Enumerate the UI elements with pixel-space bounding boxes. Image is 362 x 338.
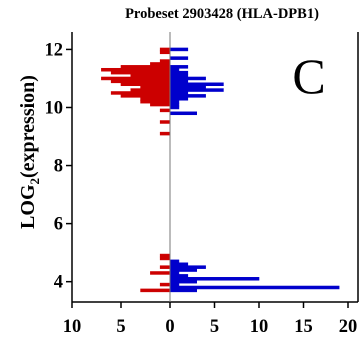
right-histogram-bar <box>169 99 180 104</box>
left-histogram-bar <box>159 47 171 52</box>
x-tick-label: 15 <box>294 317 313 337</box>
right-histogram-bar <box>169 271 180 275</box>
right-histogram-bar <box>169 94 206 98</box>
left-histogram-bar <box>159 256 171 261</box>
left-histogram-bar <box>120 94 171 98</box>
left-histogram-bar <box>120 65 171 69</box>
left-histogram-bar <box>110 91 171 95</box>
right-histogram-bar <box>169 47 189 52</box>
right-histogram-bar <box>169 97 189 101</box>
y-tick-label: 4 <box>54 273 63 293</box>
right-histogram-bar <box>169 65 189 69</box>
left-histogram-bar <box>159 108 171 113</box>
panel-label: C <box>292 48 325 104</box>
y-axis-label-subscript: 2 <box>27 178 42 185</box>
left-histogram-bar <box>150 102 171 107</box>
left-histogram-bar <box>159 253 171 258</box>
y-axis-label-prefix: LOG <box>17 184 39 229</box>
left-histogram-bar <box>110 79 171 84</box>
right-histogram-bar <box>169 73 189 78</box>
left-histogram-bar <box>140 85 171 89</box>
left-histogram-bar <box>101 67 171 72</box>
y-tick-label: 12 <box>45 40 64 60</box>
right-histogram-bar <box>169 111 198 116</box>
right-histogram-bar <box>169 70 189 75</box>
left-histogram-bar <box>110 70 171 75</box>
right-histogram-bar <box>169 277 260 281</box>
left-histogram-bar <box>159 282 171 287</box>
left-histogram-bar <box>159 265 171 269</box>
left-histogram-bar <box>150 62 171 66</box>
y-tick-label: 10 <box>45 98 64 118</box>
right-histogram-bar <box>169 282 180 287</box>
right-histogram-bar <box>169 82 224 87</box>
right-histogram-bar <box>169 259 180 264</box>
right-histogram-bar <box>169 67 180 72</box>
svg-text:LOG2(expression): LOG2(expression) <box>17 75 42 229</box>
y-tick-label: 8 <box>54 157 63 177</box>
y-axis-label-suffix: (expression) <box>17 75 39 178</box>
left-histogram-bar <box>140 97 171 101</box>
right-histogram-bar <box>169 105 180 110</box>
y-axis-label: LOG2(expression) <box>17 75 42 229</box>
chart-title: Probeset 2903428 (HLA-DPB1) <box>125 6 319 22</box>
right-histogram-bar <box>169 56 189 60</box>
left-histogram-bar <box>159 59 171 63</box>
right-histogram-bar <box>169 262 189 267</box>
x-tick-label: 10 <box>63 317 82 337</box>
x-tick-label: 5 <box>210 317 219 337</box>
y-tick-label: 6 <box>54 215 63 235</box>
right-histogram-bar <box>169 79 189 84</box>
right-histogram-bar <box>169 274 189 278</box>
right-histogram-bar <box>169 268 198 272</box>
right-histogram-bar <box>169 91 189 95</box>
left-histogram-bar <box>130 73 171 78</box>
left-histogram-bar <box>120 82 171 87</box>
left-histogram-bar <box>159 120 171 124</box>
left-histogram-bar <box>159 50 171 55</box>
right-histogram-bar <box>169 265 206 269</box>
right-histogram-bar <box>169 288 198 293</box>
right-histogram-bar <box>169 279 198 284</box>
right-histogram-bar <box>169 88 224 92</box>
x-tick-label: 5 <box>116 317 125 337</box>
plot-area: 4 6 8 10 12 10 5 0 5 10 15 20 <box>45 32 359 337</box>
x-tick-label: 10 <box>250 317 269 337</box>
x-tick-label: 0 <box>165 317 174 337</box>
right-histogram-bar <box>169 76 206 81</box>
right-histogram-bar <box>169 102 180 107</box>
left-histogram-bar <box>101 76 171 81</box>
left-histogram-bar <box>140 99 171 104</box>
x-tick-label: 20 <box>339 317 358 337</box>
right-histogram-bar <box>169 85 206 89</box>
left-histogram-bar <box>159 131 171 136</box>
left-histogram-bar <box>150 271 171 275</box>
left-histogram-bar <box>130 88 171 92</box>
left-histogram-bar <box>140 288 171 293</box>
right-histogram-bar <box>169 285 340 290</box>
